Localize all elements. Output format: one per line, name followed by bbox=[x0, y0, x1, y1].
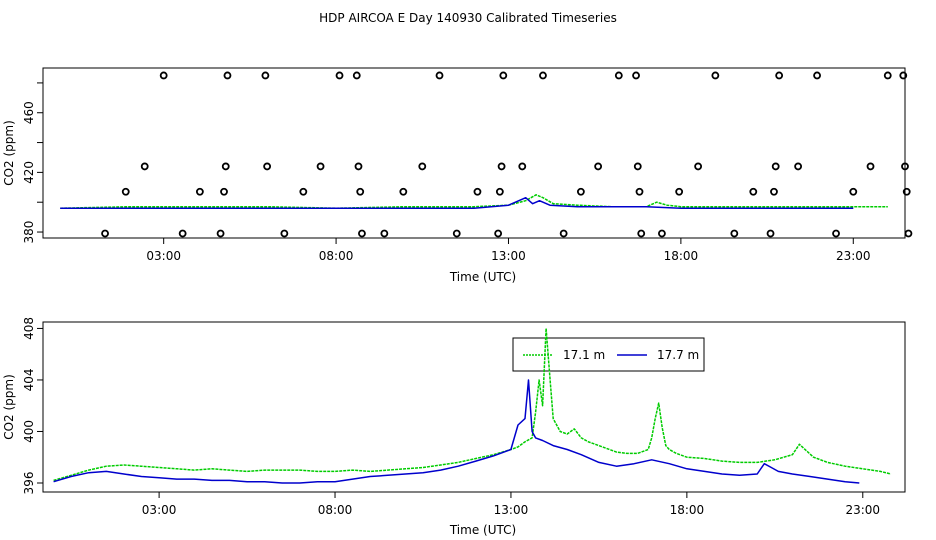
calibration-point bbox=[749, 187, 758, 196]
calibration-point bbox=[216, 229, 225, 238]
calibration-point bbox=[121, 187, 130, 196]
calibration-point bbox=[195, 187, 204, 196]
series-line-top-blue bbox=[60, 196, 854, 209]
calibration-point bbox=[494, 229, 503, 238]
panel-bottom-xlabel: Time (UTC) bbox=[449, 523, 516, 537]
series-line-top-green bbox=[60, 194, 888, 209]
calibration-point bbox=[899, 71, 908, 80]
calibration-point bbox=[794, 162, 803, 171]
panel-bottom: Time (UTC) CO2 (ppm) 17.1 m 17.7 m 03:00… bbox=[2, 317, 906, 537]
calibration-point bbox=[730, 229, 739, 238]
calibration-point bbox=[635, 187, 644, 196]
panel-top: Time (UTC) CO2 (ppm) 03:00 08:00 13:00 18:0… bbox=[2, 67, 913, 284]
calibration-point bbox=[658, 229, 666, 238]
y-tick-label-bottom: 404 bbox=[22, 369, 36, 392]
calibration-point bbox=[775, 71, 784, 80]
calibration-point bbox=[633, 162, 642, 171]
calibration-point bbox=[766, 229, 775, 238]
series-line-bottom-green bbox=[53, 327, 892, 482]
calibration-point bbox=[221, 162, 230, 171]
calibration-point bbox=[539, 71, 547, 80]
calibration-point bbox=[576, 187, 585, 196]
calibration-point bbox=[452, 229, 461, 238]
x-tick-label-top: 18:00 bbox=[664, 249, 699, 263]
calibration-point bbox=[902, 187, 911, 196]
y-tick-label-top: 420 bbox=[22, 161, 36, 184]
calibration-point bbox=[358, 229, 366, 238]
calibration-point bbox=[261, 71, 270, 80]
x-tick-label-bottom: 23:00 bbox=[845, 503, 880, 517]
calibration-point bbox=[770, 187, 778, 196]
calibration-point bbox=[614, 71, 623, 80]
panel-top-frame bbox=[42, 67, 906, 239]
calibration-point bbox=[418, 162, 427, 171]
calibration-point bbox=[771, 162, 780, 171]
x-tick-label-bottom: 08:00 bbox=[318, 503, 353, 517]
calibration-point bbox=[263, 162, 272, 171]
chart-title: HDP AIRCOA E Day 140930 Calibrated Times… bbox=[319, 11, 617, 25]
calibration-point bbox=[675, 187, 684, 196]
calibration-point bbox=[316, 162, 325, 171]
panel-top-xlabel: Time (UTC) bbox=[449, 270, 516, 284]
calibration-point bbox=[495, 187, 504, 196]
x-tick-label-bottom: 13:00 bbox=[494, 503, 529, 517]
calibration-point bbox=[178, 229, 187, 238]
x-tick-label-top: 23:00 bbox=[836, 249, 871, 263]
panel-bottom-frame bbox=[42, 321, 906, 493]
calibration-point bbox=[280, 229, 289, 238]
calibration-point bbox=[637, 229, 646, 238]
y-tick-label-top: 460 bbox=[22, 101, 36, 124]
panel-bottom-ylabel: CO2 (ppm) bbox=[2, 374, 16, 440]
y-tick-label-bottom: 396 bbox=[22, 472, 36, 495]
calibration-point bbox=[711, 71, 720, 80]
calibration-point bbox=[352, 71, 361, 80]
legend-label-17-7m: 17.7 m bbox=[657, 348, 699, 362]
calibration-point bbox=[435, 71, 444, 80]
calibration-point bbox=[223, 71, 232, 80]
calibration-point bbox=[883, 71, 892, 80]
calibration-point bbox=[559, 229, 568, 238]
calibration-point bbox=[380, 229, 389, 238]
calibration-point bbox=[849, 187, 858, 196]
calibration-point bbox=[813, 71, 821, 80]
calibration-point bbox=[299, 187, 308, 196]
calibration-point bbox=[356, 187, 365, 196]
x-tick-label-bottom: 03:00 bbox=[142, 503, 177, 517]
calibration-point bbox=[399, 187, 408, 196]
calibration-point bbox=[101, 229, 109, 238]
calibration-point bbox=[904, 229, 913, 238]
calibration-point bbox=[220, 187, 228, 196]
calibration-point bbox=[901, 162, 909, 171]
legend: 17.1 m 17.7 m bbox=[512, 337, 705, 372]
y-tick-label-bottom: 408 bbox=[22, 317, 36, 340]
calibration-point bbox=[518, 162, 527, 171]
calibration-point bbox=[832, 229, 840, 238]
calibration-point bbox=[497, 162, 506, 171]
calibration-point bbox=[499, 71, 508, 80]
calibration-point bbox=[159, 71, 168, 80]
y-tick-label-top: 380 bbox=[22, 221, 36, 244]
panel-top-ylabel: CO2 (ppm) bbox=[2, 120, 16, 186]
calibration-point bbox=[140, 162, 149, 171]
series-line-bottom-blue bbox=[53, 379, 860, 484]
calibration-point bbox=[866, 162, 875, 171]
x-tick-label-top: 08:00 bbox=[319, 249, 354, 263]
x-tick-label-bottom: 18:00 bbox=[670, 503, 705, 517]
calibration-point bbox=[594, 162, 603, 171]
x-tick-label-top: 13:00 bbox=[491, 249, 526, 263]
y-tick-label-bottom: 400 bbox=[22, 420, 36, 443]
calibration-point bbox=[354, 162, 363, 171]
x-tick-label-top: 03:00 bbox=[146, 249, 181, 263]
calibration-point bbox=[694, 162, 703, 171]
calibration-point bbox=[335, 71, 344, 80]
legend-label-17-1m: 17.1 m bbox=[563, 348, 605, 362]
calibration-point bbox=[473, 187, 482, 196]
calibration-point bbox=[632, 71, 640, 80]
